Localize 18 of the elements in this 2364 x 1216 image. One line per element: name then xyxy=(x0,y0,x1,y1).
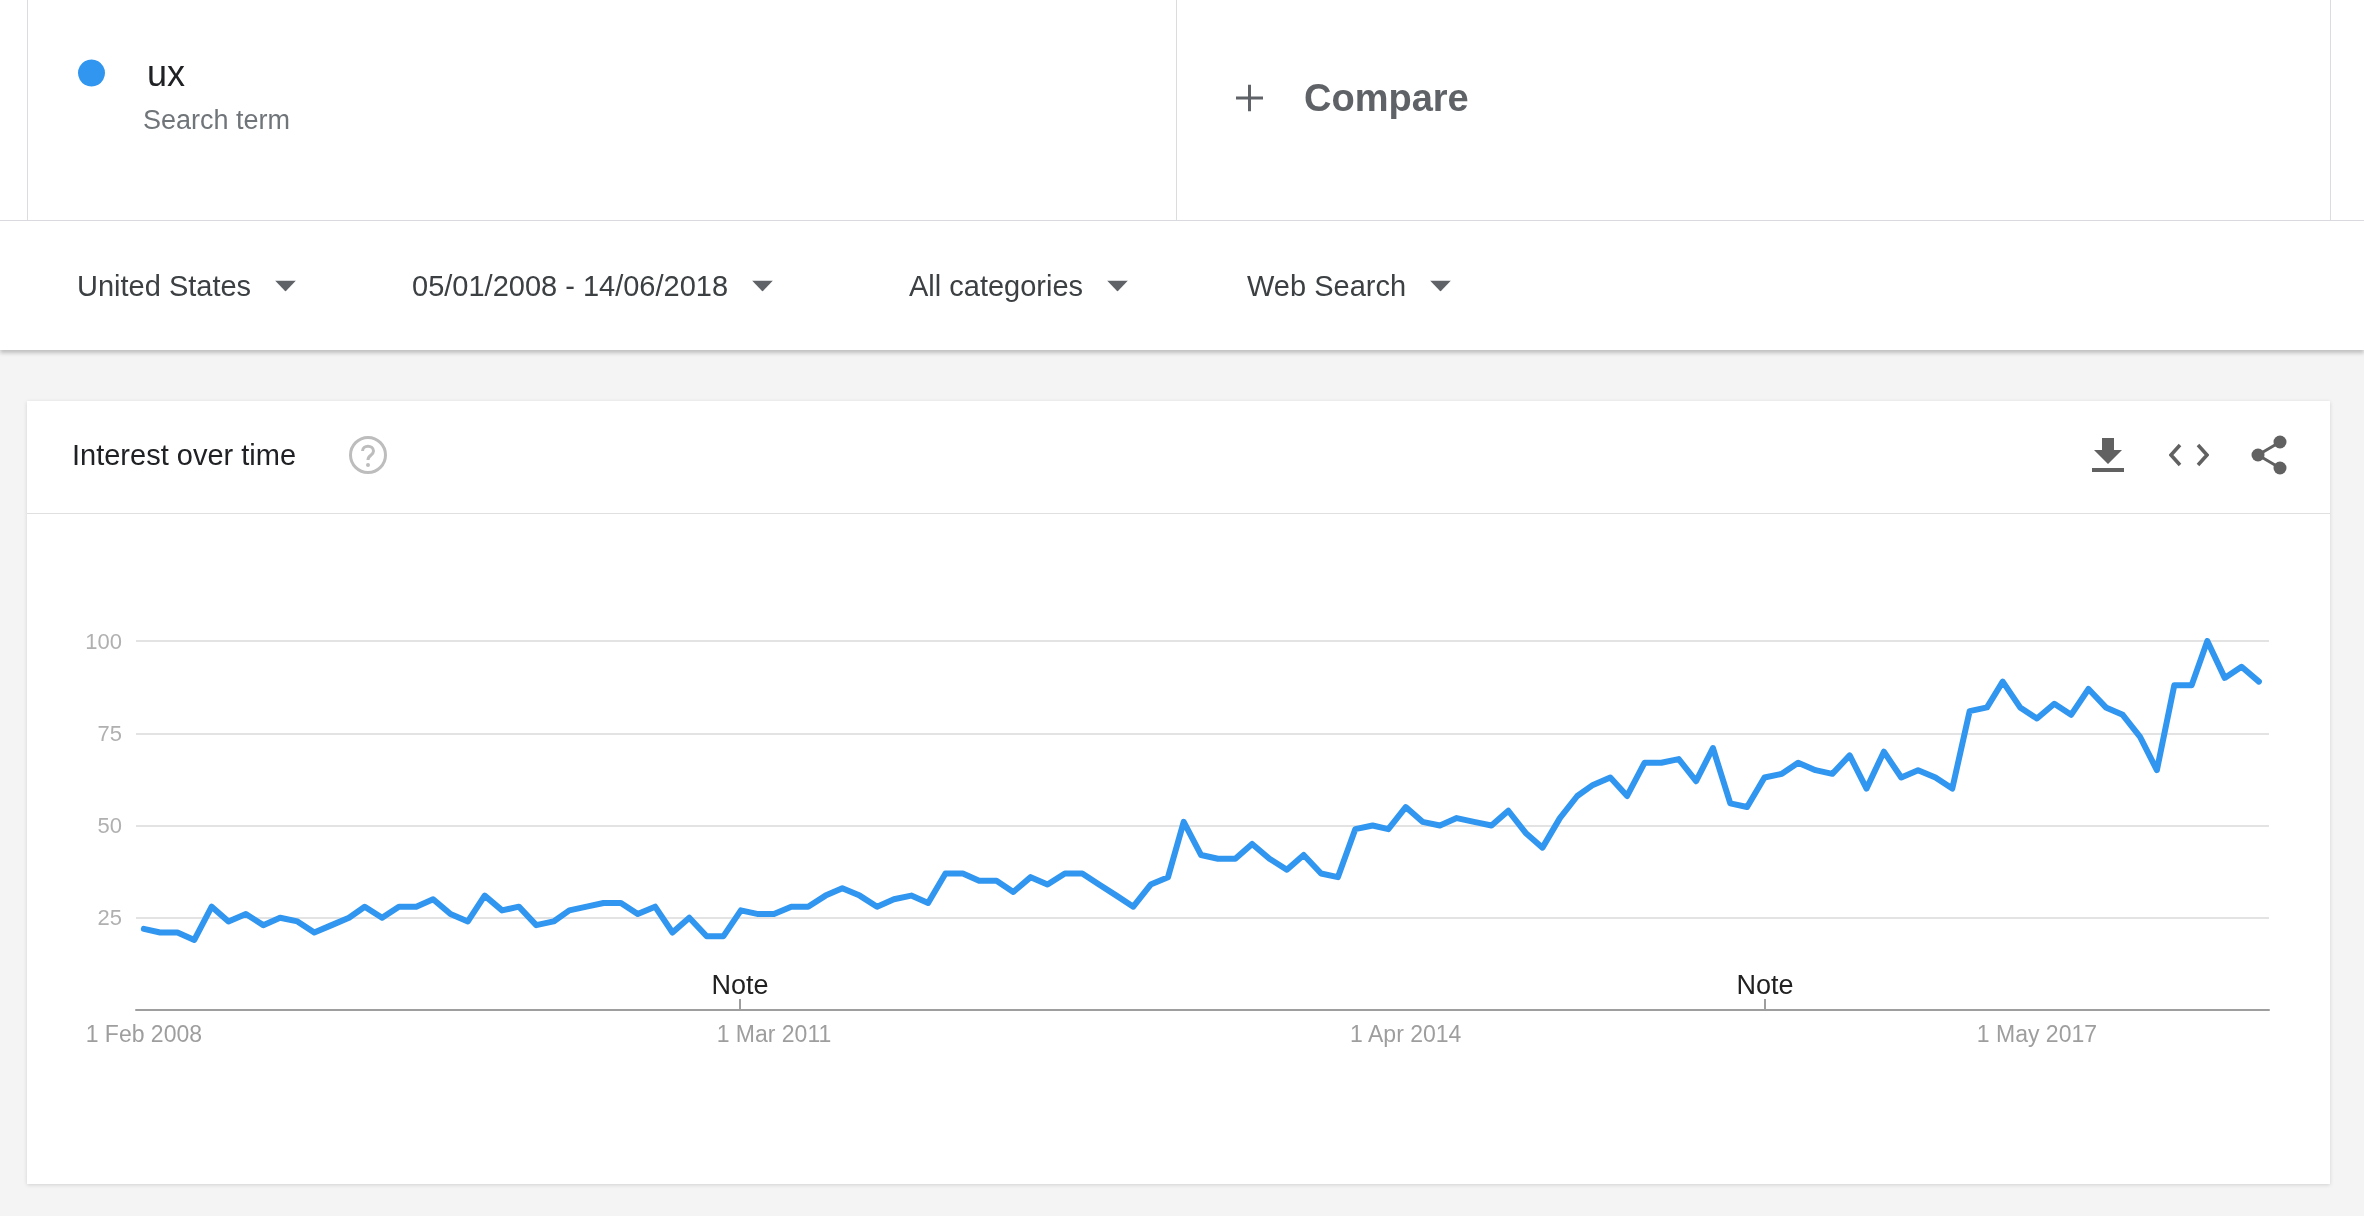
legend-label: ux xyxy=(147,52,186,94)
text: Search term xyxy=(143,104,291,136)
x-tick-label: 1 Mar 2011 xyxy=(716,1020,832,1047)
annotation: Note xyxy=(711,969,769,1000)
x-tick-label: 1 Feb 2008 xyxy=(85,1020,203,1047)
y-tick-label: 50 xyxy=(97,813,122,838)
text: Web Search xyxy=(1247,269,1407,303)
text: United States xyxy=(77,269,252,303)
text: 05/01/2008 - 14/06/2018 xyxy=(412,269,729,303)
annotation: Note xyxy=(1736,969,1794,1000)
x-tick-label: 1 May 2017 xyxy=(1976,1020,2098,1047)
text: All categories xyxy=(909,269,1084,303)
text: Compare xyxy=(1304,76,1469,120)
chart-title: Interest over time xyxy=(72,438,297,472)
y-tick-label: 100 xyxy=(85,628,122,654)
y-tick-label: 75 xyxy=(97,720,122,746)
y-tick-label: 25 xyxy=(97,905,122,931)
x-tick-label: 1 Apr 2014 xyxy=(1350,1020,1462,1047)
